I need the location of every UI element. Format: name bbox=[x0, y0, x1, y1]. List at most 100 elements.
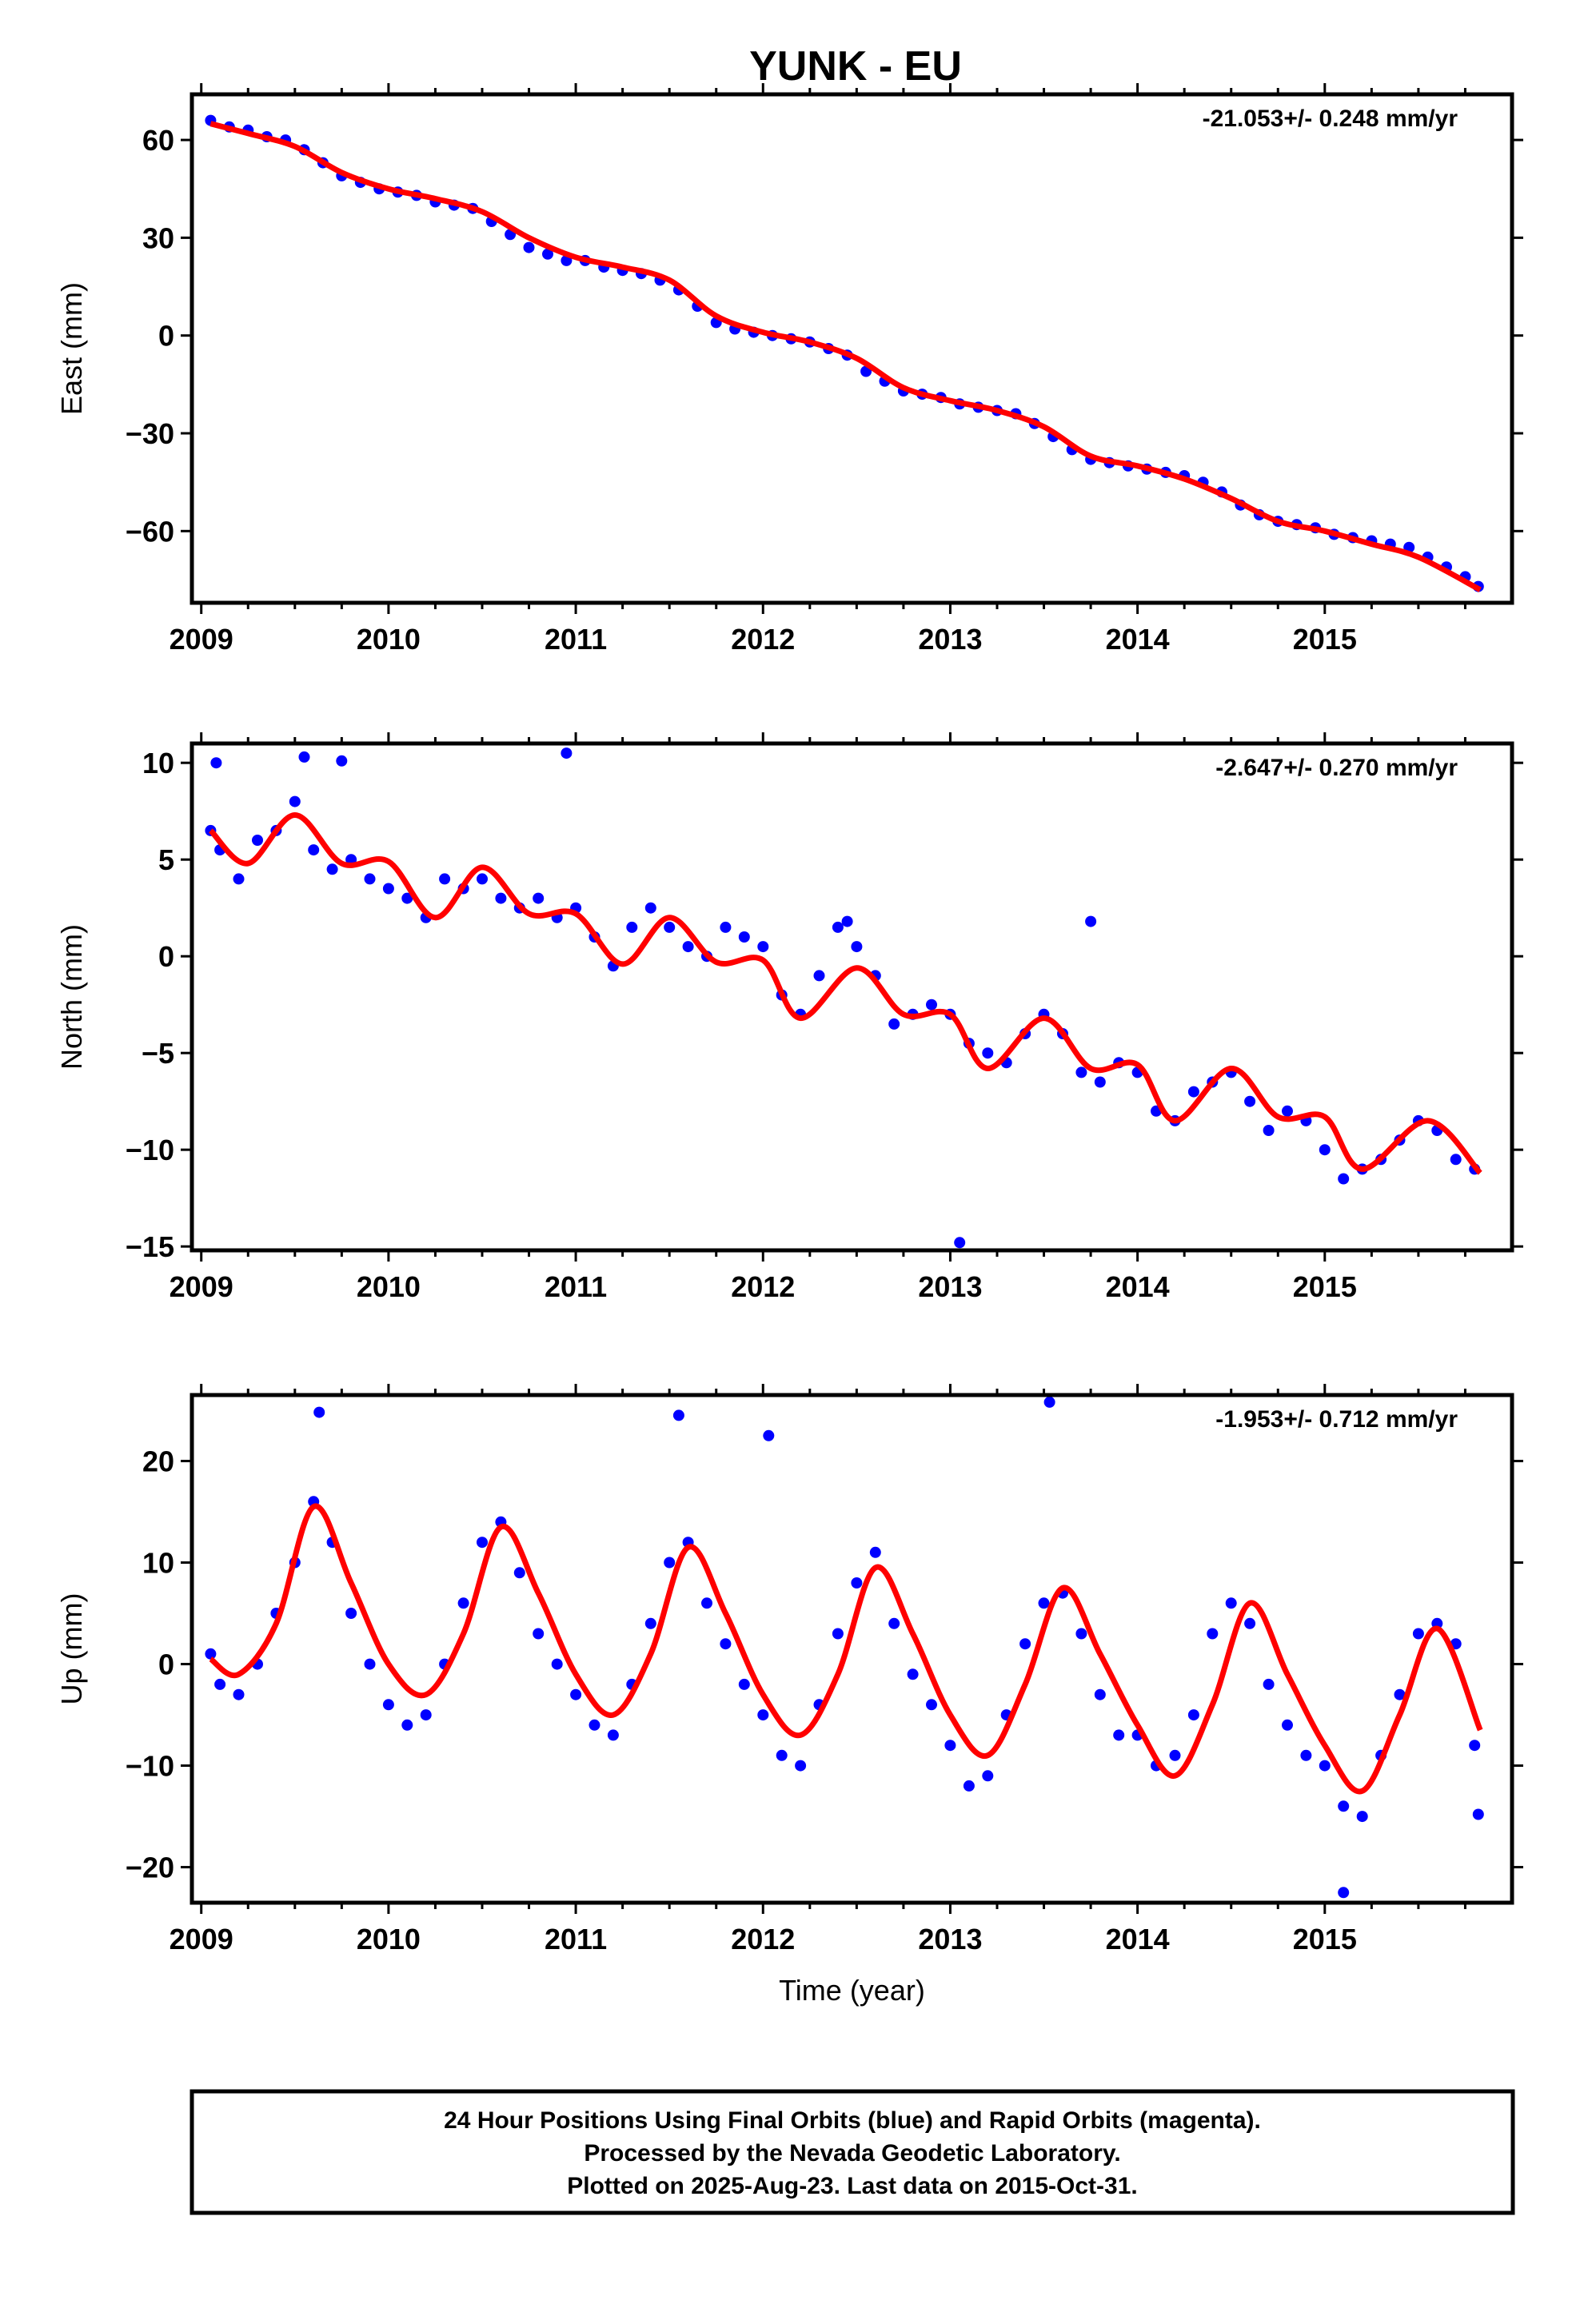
up-data-point bbox=[1338, 1887, 1350, 1899]
north-data-point bbox=[954, 1237, 966, 1249]
north-data-point bbox=[1282, 1105, 1293, 1117]
up-data-point bbox=[1075, 1628, 1087, 1640]
up-y-tick-label: 10 bbox=[142, 1547, 174, 1580]
north-data-point bbox=[364, 873, 376, 885]
up-data-point bbox=[1043, 1396, 1055, 1408]
up-data-point bbox=[763, 1429, 775, 1441]
north-data-point bbox=[1338, 1173, 1350, 1185]
north-x-tick-label: 2015 bbox=[1293, 1270, 1357, 1303]
north-x-tick-label: 2012 bbox=[731, 1270, 795, 1303]
north-data-point bbox=[336, 755, 348, 767]
up-x-axis-label: Time (year) bbox=[779, 1974, 925, 2007]
up-data-point bbox=[313, 1406, 325, 1418]
up-x-tick-label: 2010 bbox=[357, 1923, 421, 1955]
east-model-fit-line bbox=[209, 121, 1482, 592]
up-data-point bbox=[664, 1557, 676, 1569]
up-data-point bbox=[720, 1638, 732, 1650]
up-data-point bbox=[589, 1719, 600, 1731]
north-data-point bbox=[851, 941, 863, 953]
east-y-tick-label: 30 bbox=[142, 221, 174, 254]
north-x-tick-label: 2014 bbox=[1106, 1270, 1170, 1303]
north-data-point bbox=[477, 873, 488, 885]
up-data-point bbox=[701, 1597, 712, 1609]
up-x-tick-label: 2011 bbox=[545, 1923, 607, 1955]
north-data-point bbox=[326, 863, 338, 875]
up-data-point bbox=[1338, 1800, 1350, 1812]
up-data-point bbox=[570, 1688, 582, 1700]
north-plot-frame bbox=[190, 741, 1514, 1253]
up-data-point bbox=[214, 1678, 226, 1690]
east-x-tick-label: 2015 bbox=[1293, 623, 1357, 656]
north-data-point bbox=[644, 902, 656, 914]
north-x-tick-label: 2010 bbox=[357, 1270, 421, 1303]
up-data-point bbox=[1356, 1811, 1368, 1823]
north-y-axis-label: North (mm) bbox=[55, 924, 88, 1070]
up-x-tick-label: 2013 bbox=[918, 1923, 982, 1955]
east-y-tick-label: −30 bbox=[126, 417, 174, 450]
up-data-point bbox=[888, 1617, 900, 1629]
up-data-point bbox=[607, 1729, 619, 1741]
up-data-point bbox=[1187, 1709, 1199, 1721]
up-data-point bbox=[1472, 1808, 1484, 1820]
up-data-point bbox=[1412, 1628, 1424, 1640]
up-data-point bbox=[926, 1699, 937, 1711]
up-data-point bbox=[1094, 1688, 1106, 1700]
north-data-point bbox=[982, 1047, 994, 1059]
up-data-point bbox=[1244, 1617, 1256, 1629]
north-data-point bbox=[664, 921, 676, 933]
north-y-tick-label: −10 bbox=[126, 1134, 174, 1166]
north-data-point bbox=[533, 892, 545, 904]
north-y-tick-label: 10 bbox=[142, 747, 174, 779]
north-data-point bbox=[1075, 1066, 1087, 1078]
up-data-point bbox=[851, 1577, 863, 1589]
east-y-tick-label: −60 bbox=[126, 515, 174, 548]
north-data-point bbox=[1450, 1154, 1462, 1166]
figure-title: YUNK - EU bbox=[749, 43, 962, 90]
north-y-tick-label: −15 bbox=[126, 1230, 174, 1263]
north-data-point bbox=[210, 757, 222, 769]
up-y-tick-label: 20 bbox=[142, 1445, 174, 1478]
up-data-point bbox=[1263, 1678, 1275, 1690]
east-x-tick-label: 2011 bbox=[545, 623, 607, 656]
north-y-tick-label: −5 bbox=[142, 1037, 174, 1070]
east-x-tick-label: 2013 bbox=[918, 623, 982, 656]
north-data-point bbox=[495, 892, 507, 904]
up-data-point bbox=[1019, 1638, 1031, 1650]
up-data-point bbox=[832, 1628, 844, 1640]
north-y-tick-label: 0 bbox=[158, 940, 174, 973]
up-x-tick-label: 2015 bbox=[1293, 1923, 1357, 1955]
up-y-tick-label: 0 bbox=[158, 1648, 174, 1681]
footer-box bbox=[190, 2089, 1515, 2215]
east-plot-frame bbox=[190, 92, 1514, 605]
up-data-point bbox=[551, 1658, 563, 1670]
north-data-point bbox=[1187, 1086, 1199, 1098]
east-y-tick-label: 0 bbox=[158, 320, 174, 353]
up-y-tick-label: −10 bbox=[126, 1750, 174, 1783]
north-model-fit-line bbox=[208, 812, 1482, 1175]
up-data-point bbox=[533, 1628, 545, 1640]
north-data-point bbox=[1319, 1144, 1331, 1156]
up-x-tick-label: 2012 bbox=[731, 1923, 795, 1955]
east-data-point bbox=[542, 248, 553, 260]
north-data-point bbox=[561, 747, 573, 759]
up-data-point bbox=[738, 1678, 750, 1690]
north-data-point bbox=[720, 921, 732, 933]
north-x-tick-label: 2011 bbox=[545, 1270, 607, 1303]
north-data-point bbox=[813, 970, 825, 982]
up-data-point bbox=[420, 1709, 432, 1721]
north-data-point bbox=[401, 892, 413, 904]
north-data-point bbox=[1094, 1076, 1106, 1088]
east-data-point bbox=[523, 241, 535, 253]
north-data-point bbox=[682, 941, 694, 953]
north-panel: 2009 2010 2011 2012 2013 2014 2015 10 5 0 −5 −10 −15… bbox=[55, 732, 1523, 1303]
up-data-point bbox=[644, 1617, 656, 1629]
up-y-axis-label: Up (mm) bbox=[55, 1593, 88, 1705]
up-data-point bbox=[1319, 1760, 1331, 1772]
up-velocity-label: -1.953+/- 0.712 mm/yr bbox=[1215, 1406, 1458, 1433]
up-data-point bbox=[345, 1608, 357, 1619]
north-plot-area bbox=[205, 747, 1482, 1249]
north-data-point bbox=[626, 921, 638, 933]
east-x-tick-label: 2012 bbox=[731, 623, 795, 656]
